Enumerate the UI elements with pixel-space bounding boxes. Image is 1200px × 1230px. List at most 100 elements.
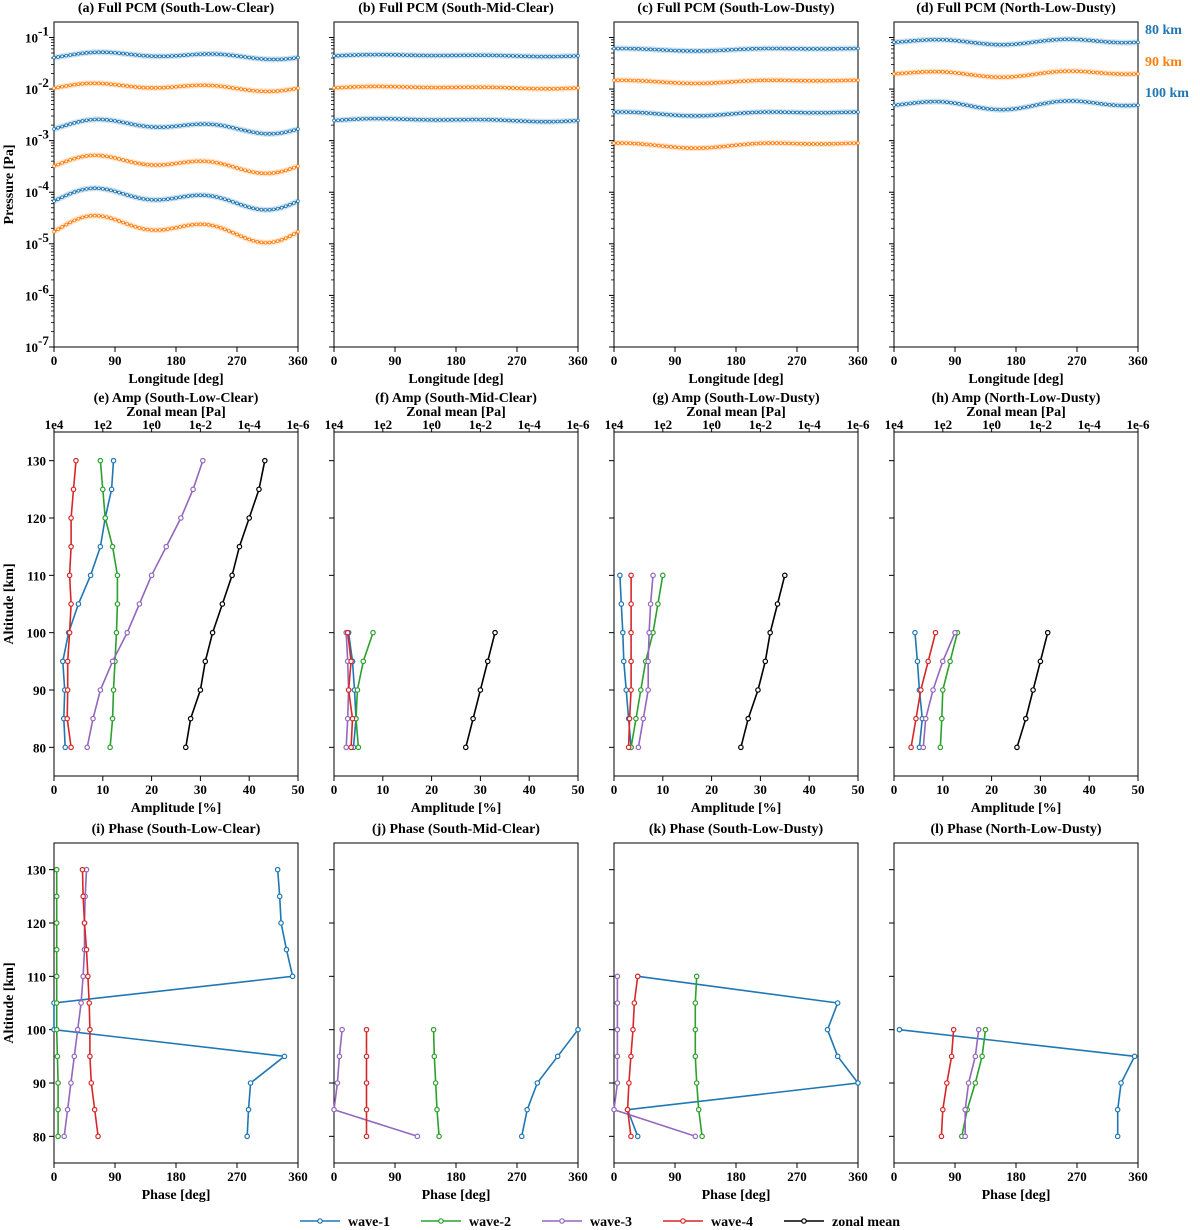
pressure-point xyxy=(823,78,828,83)
pressure-point xyxy=(376,84,381,89)
pressure-point xyxy=(1075,69,1079,74)
pressure-point xyxy=(141,85,146,90)
top-tick-label: 1e-2 xyxy=(749,417,772,432)
data-point xyxy=(431,1053,438,1060)
data-point xyxy=(972,1080,979,1086)
pressure-curve-100-km xyxy=(612,109,860,119)
pressure-point xyxy=(551,86,556,91)
pressure-point xyxy=(162,125,166,129)
pressure-point xyxy=(709,81,714,85)
pressure-point xyxy=(72,190,77,194)
pressure-point xyxy=(717,113,722,117)
data-point xyxy=(187,715,194,722)
pressure-point xyxy=(202,159,207,164)
data-point xyxy=(834,1053,841,1060)
pressure-point xyxy=(296,229,300,234)
pressure-point xyxy=(746,79,750,83)
data-point xyxy=(939,1106,946,1113)
series-line xyxy=(520,1029,579,1137)
panel-title: (j) Phase (South-Mid-Clear) xyxy=(372,822,540,837)
x-tick-label: 40 xyxy=(1083,782,1096,797)
pressure-point xyxy=(693,146,698,150)
data-point xyxy=(645,687,651,693)
top-tick-label: 1e-6 xyxy=(566,417,590,432)
pressure-point xyxy=(385,84,389,89)
pressure-point xyxy=(145,124,150,129)
pressure-point xyxy=(754,78,759,83)
series-wave-3 xyxy=(611,973,699,1140)
pressure-point xyxy=(665,144,669,149)
pressure-point xyxy=(1022,73,1026,78)
pressure-point xyxy=(721,144,726,149)
panel-title: (l) Phase (North-Low-Dusty) xyxy=(930,822,1101,837)
x-axis-label: Amplitude [%] xyxy=(971,801,1062,816)
pressure-point xyxy=(568,86,572,91)
data-point xyxy=(236,543,243,550)
pressure-point xyxy=(916,38,921,43)
pressure-point xyxy=(101,81,105,86)
data-point xyxy=(1114,1133,1121,1140)
pressure-point xyxy=(267,207,272,212)
data-point xyxy=(645,658,651,665)
series-line xyxy=(185,460,266,748)
pressure-point xyxy=(519,54,523,58)
pressure-point xyxy=(56,85,60,90)
pressure-point xyxy=(1022,105,1026,110)
pressure-point xyxy=(721,80,726,85)
pressure-point xyxy=(92,186,97,191)
data-point xyxy=(896,1026,903,1033)
pressure-point xyxy=(145,54,150,58)
data-point xyxy=(66,629,73,636)
pressure-point xyxy=(56,55,60,59)
pressure-point xyxy=(924,100,929,104)
pressure-point xyxy=(713,48,718,53)
pressure-point xyxy=(227,198,231,203)
pressure-point xyxy=(223,52,227,57)
pressure-point xyxy=(555,86,560,91)
pressure-point xyxy=(198,83,203,88)
data-point xyxy=(626,1080,632,1086)
pressure-point xyxy=(681,145,685,150)
x-tick-label: 10 xyxy=(96,782,109,797)
pressure-point xyxy=(515,119,519,123)
data-point xyxy=(767,629,773,636)
data-point xyxy=(64,658,71,665)
pressure-point xyxy=(953,38,957,43)
data-point xyxy=(100,486,106,493)
pressure-point xyxy=(166,162,170,167)
data-point xyxy=(339,1026,345,1033)
pressure-point xyxy=(401,85,405,89)
legend-marker xyxy=(438,1218,444,1224)
pressure-point xyxy=(1038,39,1043,44)
pressure-point xyxy=(96,50,101,54)
pressure-point xyxy=(527,54,531,59)
legend-item-wave-4: wave-4 xyxy=(663,1215,753,1230)
pressure-point xyxy=(344,53,349,58)
pressure-point xyxy=(206,122,211,126)
pressure-point xyxy=(56,162,60,167)
pressure-point xyxy=(174,196,178,200)
pressure-point xyxy=(129,84,134,89)
y-tick-label: 130 xyxy=(27,454,47,469)
altitude-label: 90 km xyxy=(1145,55,1182,70)
pressure-point xyxy=(953,70,957,75)
pressure-point xyxy=(450,53,454,58)
pressure-point xyxy=(486,53,491,58)
pressure-point xyxy=(283,88,288,92)
pressure-point xyxy=(283,168,288,173)
pressure-point xyxy=(105,82,109,86)
pressure-curve-110-km xyxy=(52,152,300,177)
data-point xyxy=(755,687,761,693)
pressure-point xyxy=(275,131,280,136)
data-point xyxy=(209,629,216,636)
data-point xyxy=(87,572,94,579)
pressure-point xyxy=(758,78,763,83)
pressure-point xyxy=(413,117,418,122)
pressure-point xyxy=(52,164,56,168)
x-tick-label: 270 xyxy=(1067,353,1087,368)
pressure-point xyxy=(616,141,620,145)
x-tick-label: 270 xyxy=(787,353,807,368)
data-point xyxy=(55,1133,61,1140)
data-point xyxy=(913,715,919,722)
axes-frame xyxy=(893,842,1139,1164)
